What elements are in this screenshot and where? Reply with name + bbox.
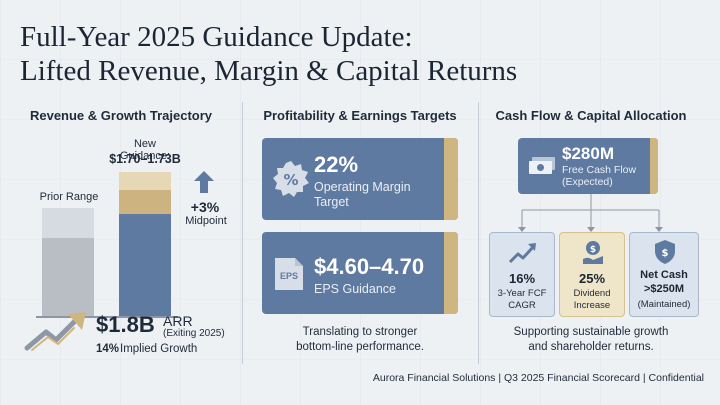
title-line-1: Full-Year 2025 Guidance Update:	[20, 21, 413, 53]
prior-range-bar-upper	[42, 208, 94, 238]
growth-trend-arrow-icon	[24, 312, 86, 351]
percent-badge-icon: %	[273, 161, 309, 197]
coin-hand-icon: $	[583, 241, 603, 264]
profitability-caption-line-1: Translating to stronger	[302, 326, 418, 338]
eps-value: $4.60–4.70	[314, 254, 425, 279]
cagr-label-line-1: 3-Year FCF	[497, 288, 547, 299]
column-divider-2	[478, 102, 479, 364]
title-line-2: Lifted Revenue, Margin & Capital Returns	[20, 55, 518, 87]
column-divider-1	[242, 102, 243, 364]
eps-label: EPS Guidance	[314, 282, 396, 296]
profitability-caption-line-2: bottom-line performance.	[296, 341, 424, 353]
new-guidance-label: New Guidance:	[119, 138, 171, 162]
profitability-heading: Profitability & Earnings Targets	[263, 108, 457, 123]
shield-dollar-icon: $	[655, 240, 675, 264]
page-title: Full-Year 2025 Guidance Update: Lifted R…	[20, 20, 517, 88]
dividend-label-line-2: Increase	[573, 300, 611, 311]
net-cash-label: Net Cash	[640, 269, 688, 281]
margin-label-line-2: Target	[314, 195, 349, 209]
fcf-label-line-2: (Expected)	[562, 176, 613, 188]
revenue-heading: Revenue & Growth Trajectory	[29, 108, 213, 123]
new-guidance-bar-middle	[119, 190, 171, 214]
cagr-value: 16%	[508, 271, 536, 286]
fcf-label-line-1: Free Cash Flow	[562, 164, 637, 176]
implied-growth-label: Implied Growth	[120, 343, 198, 355]
new-guidance-bar-base	[119, 214, 171, 316]
midpoint-value: +3%	[190, 199, 220, 215]
operating-margin-card: % 22% Operating Margin Target	[262, 138, 458, 220]
midpoint-label: Midpoint	[185, 215, 227, 227]
svg-text:$: $	[662, 248, 669, 259]
cashflow-caption-line-1: Supporting sustainable growth	[513, 326, 669, 338]
svg-text:%: %	[283, 171, 298, 189]
fcf-value: $280M	[562, 144, 614, 163]
eps-card: EPS $4.60–4.70 EPS Guidance	[262, 232, 458, 314]
bar-baseline	[36, 316, 178, 318]
implied-growth-value: 14%	[96, 343, 120, 355]
margin-label-line-1: Operating Margin	[314, 180, 411, 194]
net-cash-value: >$250M	[643, 283, 685, 295]
growth-arrow-icon	[508, 243, 536, 264]
new-guidance-value: $1.70–1.73B	[109, 152, 181, 166]
margin-value: 22%	[314, 152, 359, 177]
cashflow-caption-line-2: and shareholder returns.	[528, 341, 654, 353]
free-cash-flow-card: $280M Free Cash Flow (Expected)	[518, 138, 658, 194]
prior-range-bar-lower	[42, 238, 94, 316]
eps-badge: EPS	[279, 271, 298, 281]
arrow-up-icon	[194, 171, 214, 193]
footer-text: Aurora Financial Solutions | Q3 2025 Fin…	[372, 372, 704, 384]
dividend-value: 25%	[578, 271, 606, 286]
net-cash-note: (Maintained)	[637, 299, 691, 310]
cash-icon	[529, 157, 555, 174]
new-guidance-bar-top	[119, 172, 171, 190]
arr-label: ARR	[163, 313, 193, 329]
card-accent-edge	[444, 232, 458, 314]
dividend-card: $ 25% Dividend Increase	[559, 232, 625, 317]
fcf-cagr-card: 16% 3-Year FCF CAGR	[489, 232, 555, 317]
prior-range-label: Prior Range	[39, 191, 99, 203]
arr-note: (Exiting 2025)	[163, 328, 225, 339]
svg-text:$: $	[590, 245, 596, 255]
net-cash-card: $ Net Cash >$250M (Maintained)	[629, 232, 699, 317]
cagr-label-line-2: CAGR	[508, 300, 536, 311]
card-accent-edge	[650, 138, 658, 194]
document-icon	[275, 258, 303, 290]
card-accent-edge	[444, 138, 458, 220]
cashflow-heading: Cash Flow & Capital Allocation	[495, 108, 687, 123]
allocation-connector-lines	[518, 194, 663, 232]
dividend-label-line-1: Dividend	[573, 288, 611, 299]
arr-value: $1.8B	[96, 312, 155, 337]
